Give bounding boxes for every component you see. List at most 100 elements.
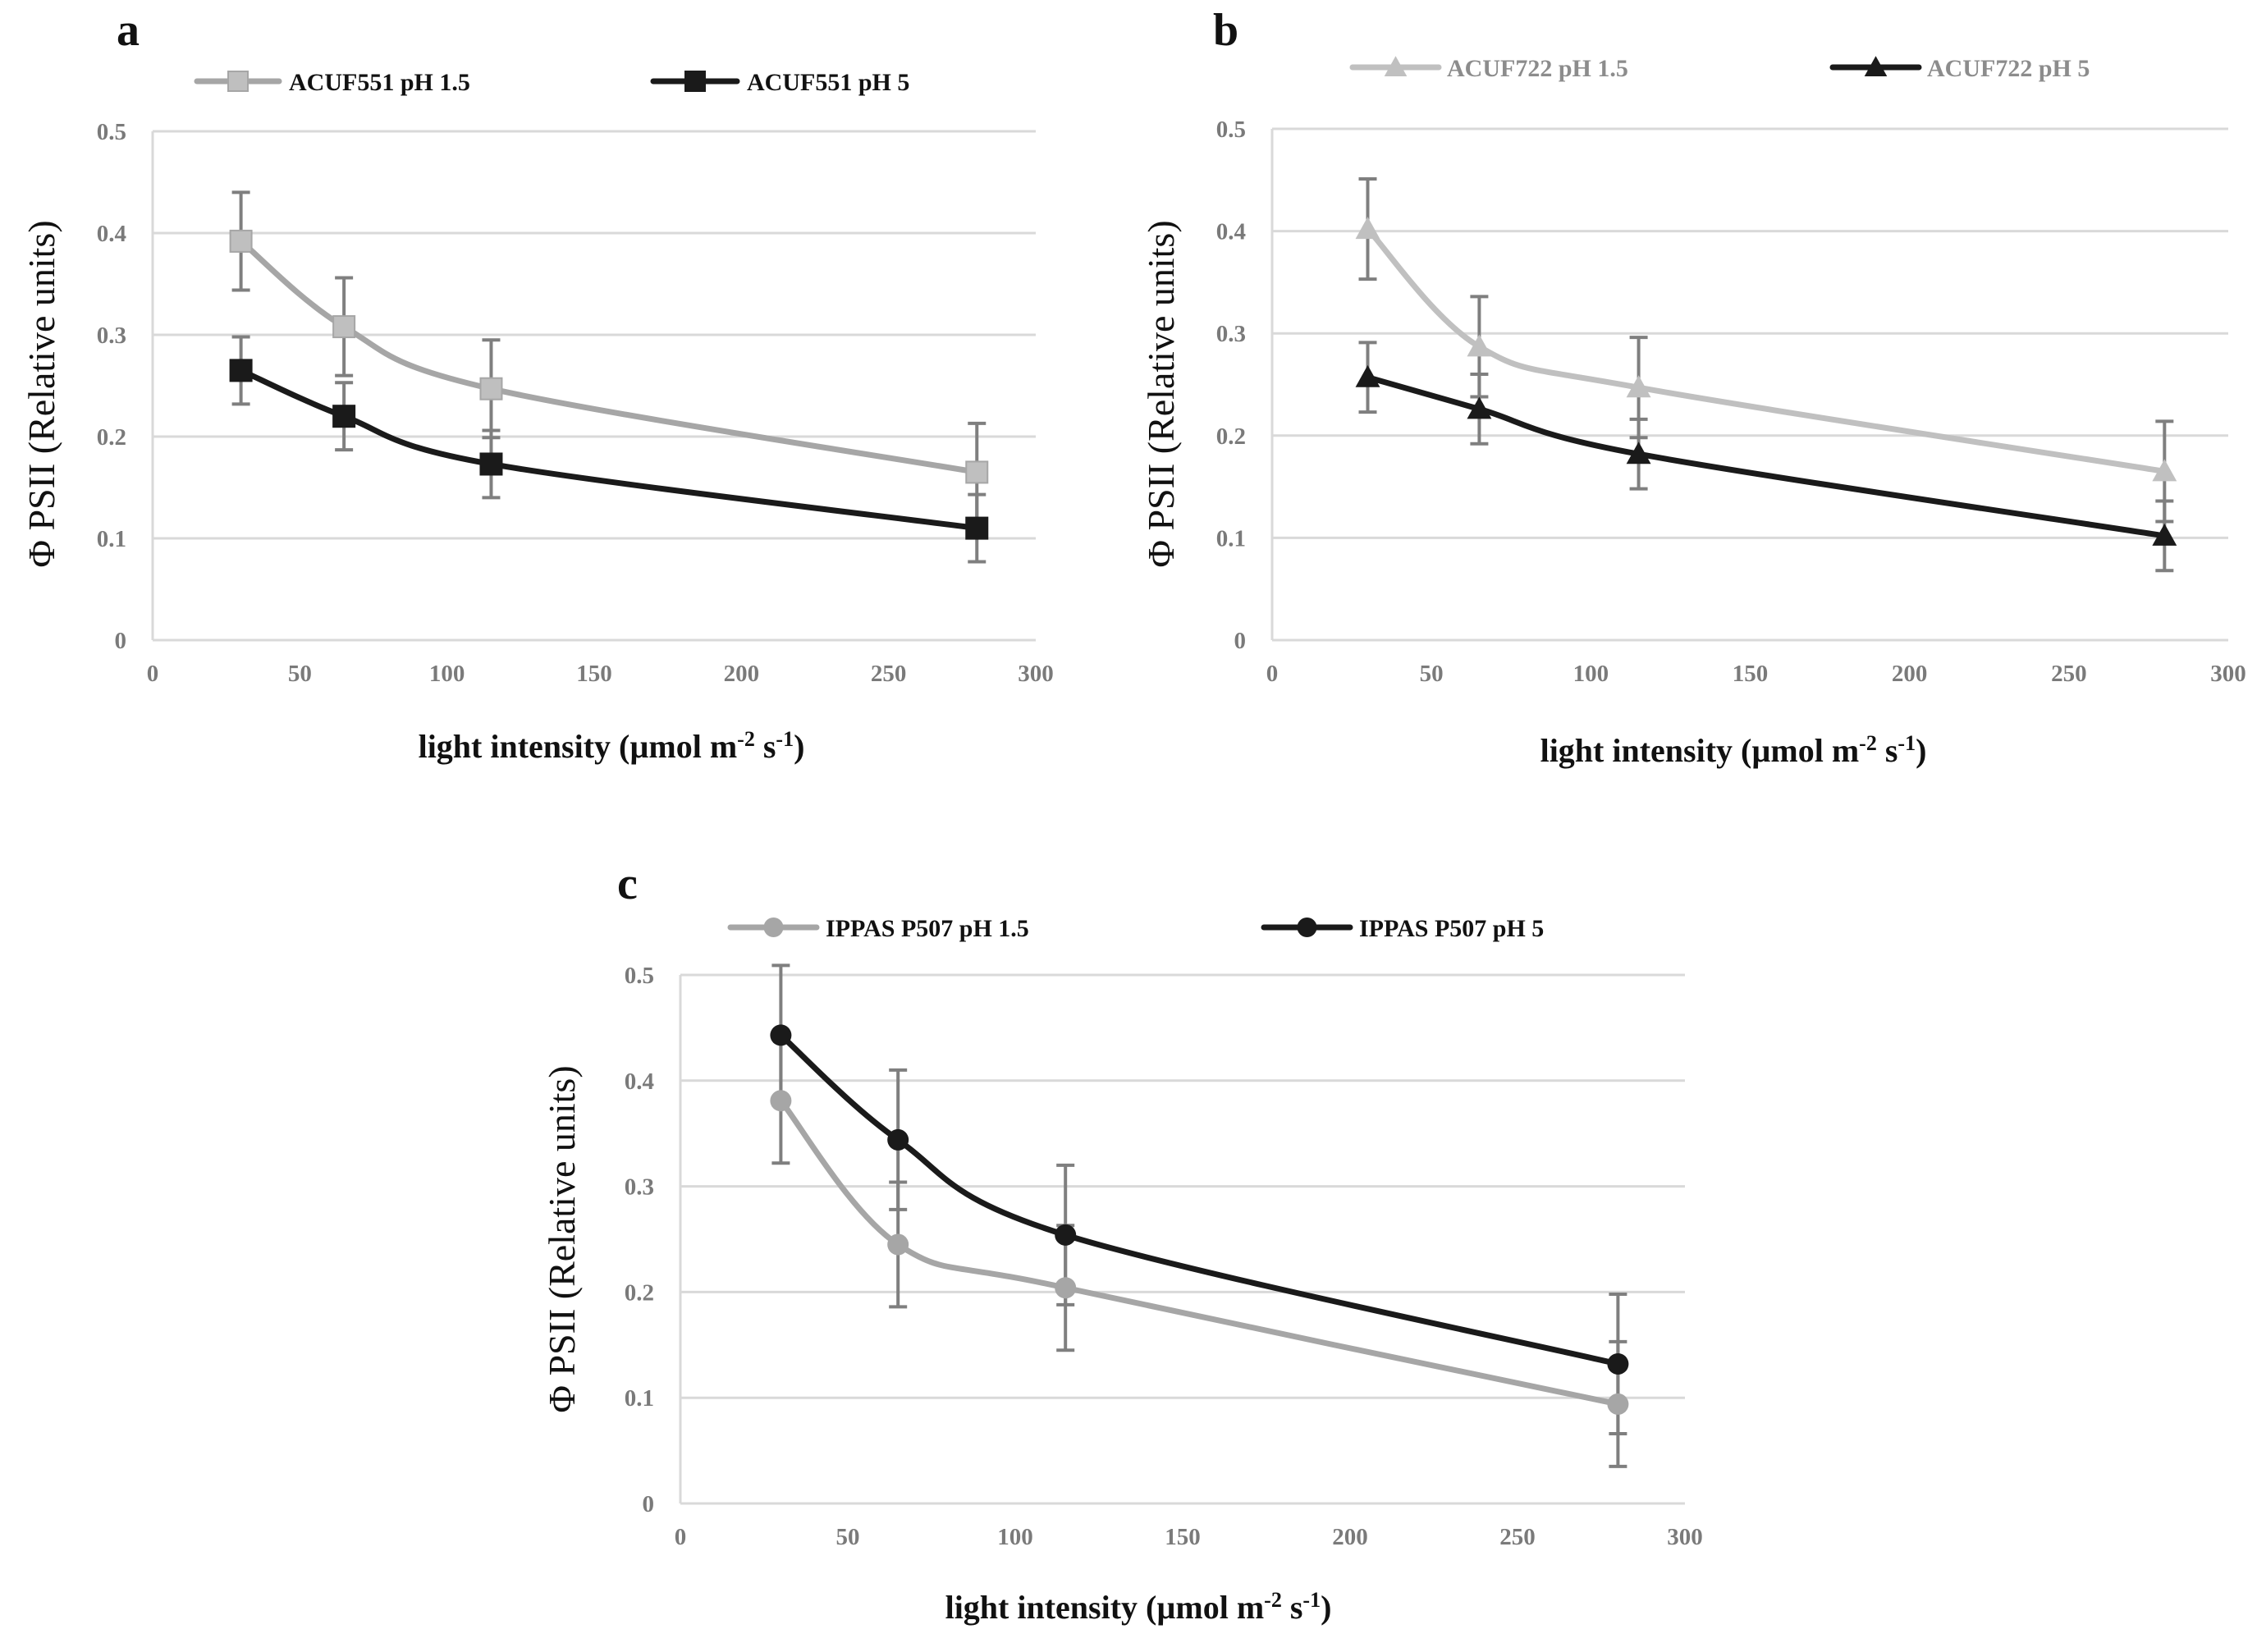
panel-a-series-0-point: [229, 229, 253, 253]
panel-c-y-tick-label: 0.4: [625, 1069, 654, 1095]
legend-marker: [1384, 56, 1408, 77]
panel-a-legend-item-1: ACUF551 pH 5: [650, 69, 909, 96]
panel-a-series-0-point: [332, 315, 356, 339]
panel-a-x-axis-title-sup2: -1: [776, 727, 794, 751]
panel-b-series-1-point: [1355, 364, 1380, 387]
panel-a-x-axis-title-sup1: -2: [737, 727, 755, 751]
panel-b-legend-item-0: ACUF722 pH 1.5: [1349, 55, 1628, 82]
legend-label: IPPAS P507 pH 1.5: [826, 915, 1029, 942]
panel-c-y-axis-title: Φ PSII (Relative units): [541, 1065, 583, 1412]
panel-b: b ACUF722 pH 1.5 ACUF722 pH 5 0 0.1 0.2 0.3…: [1140, 5, 2246, 769]
panel-a-series-0-point: [965, 460, 989, 484]
panel-b-series-1-point: [1626, 442, 1651, 464]
panel-b-x-tick-label: 50: [1420, 661, 1444, 687]
panel-c-x-axis-title: light intensity (µmol m-2 s-1): [945, 1588, 1332, 1626]
panel-a-x-axis-title: light intensity (µmol m-2 s-1): [419, 727, 805, 765]
panel-b-x-tick-label: 250: [2051, 661, 2087, 687]
panel-b-plot: 0 0.1 0.2 0.3 0.4 0.5 0 50 100 150 200 250 300: [1216, 117, 2246, 687]
panel-a-series-1-point: [332, 405, 356, 428]
panel-c-x-axis-title-sup2: -1: [1302, 1588, 1321, 1612]
panel-c-x-axis-title-main: light intensity (µmol m: [945, 1589, 1265, 1626]
panel-b-y-tick-label: 0: [1234, 628, 1247, 654]
panel-a-legend-item-0: ACUF551 pH 1.5: [194, 69, 470, 96]
panel-b-x-axis-title-main: light intensity (µmol m: [1540, 732, 1860, 769]
panel-c-letter: c: [617, 858, 638, 909]
legend-marker: [1864, 56, 1888, 77]
panel-a-x-tick-label: 250: [871, 661, 907, 687]
legend-marker: [1297, 918, 1317, 937]
panel-c-x-tick-label: 100: [997, 1524, 1033, 1550]
panel-a-x-tick-label: 100: [429, 661, 465, 687]
panel-b-x-axis-title-mid: s: [1877, 732, 1898, 769]
panel-b-y-tick-label: 0.1: [1216, 525, 1246, 551]
panel-b-x-tick-label: 150: [1733, 661, 1769, 687]
panel-a-x-axis-title-end: ): [794, 728, 804, 765]
panel-c-x-tick-label: 150: [1165, 1524, 1201, 1550]
panel-a-y-tick-label: 0.2: [97, 424, 126, 451]
panel-b-y-tick-label: 0.5: [1216, 117, 1246, 143]
panel-a-x-axis-title-main: light intensity (µmol m: [419, 728, 738, 765]
panel-b-series-0-point: [1626, 375, 1651, 398]
panel-b-series-0-point: [1355, 217, 1380, 240]
panel-b-y-axis-title: Φ PSII (Relative units): [1140, 220, 1182, 567]
panel-a-plot: 0 0.1 0.2 0.3 0.4 0.5 0 50 100 150 200 250 300: [97, 119, 1054, 687]
panel-c-series-1-point: [1607, 1352, 1629, 1375]
panel-a-y-axis-title: Φ PSII (Relative units): [21, 220, 62, 567]
panel-a-y-tick-label: 0.4: [97, 221, 126, 247]
panel-a-x-tick-label: 50: [288, 661, 312, 687]
legend-label: ACUF722 pH 1.5: [1447, 55, 1628, 82]
panel-b-x-tick-label: 200: [1892, 661, 1928, 687]
panel-c-series-1-point: [1055, 1224, 1077, 1246]
panel-a-series-0-line: [238, 238, 980, 475]
panel-c-y-tick-label: 0.5: [625, 963, 654, 989]
panel-c-y-tick-label: 0.2: [625, 1279, 654, 1306]
panel-c-y-tick-label: 0.1: [625, 1385, 654, 1412]
panel-a-y-tick-label: 0: [115, 628, 127, 654]
panel-a-y-tick-label: 0.5: [97, 119, 126, 145]
panel-b-series-0-line: [1365, 226, 2168, 474]
panel-a-series-1-point: [479, 452, 503, 476]
panel-c-series-1-line: [777, 1032, 1621, 1367]
panel-b-series-1-point: [1467, 396, 1492, 419]
panel-c-plot: 0 0.1 0.2 0.3 0.4 0.5 0 50 100 150 200 250 300: [625, 963, 1703, 1550]
legend-label: ACUF551 pH 1.5: [289, 69, 470, 96]
panel-b-x-tick-label: 100: [1573, 661, 1609, 687]
panel-b-legend-item-1: ACUF722 pH 5: [1829, 55, 2090, 82]
panel-c-series-1-point: [887, 1128, 909, 1151]
panel-c-x-tick-label: 0: [675, 1524, 687, 1550]
panel-c-series-0-point: [1055, 1277, 1077, 1299]
panel-c-series-0-line: [777, 1097, 1621, 1407]
panel-b-x-tick-label: 0: [1266, 661, 1279, 687]
panel-b-y-tick-label: 0.2: [1216, 423, 1246, 450]
panel-a-y-tick-label: 0.1: [97, 526, 126, 552]
panel-c-x-tick-label: 200: [1332, 1524, 1368, 1550]
panel-c-series-1-point: [770, 1024, 792, 1046]
panel-a-legend: ACUF551 pH 1.5 ACUF551 pH 5: [194, 69, 909, 96]
legend-label: ACUF551 pH 5: [747, 69, 909, 96]
panel-b-series-0-point: [1467, 334, 1492, 357]
panel-c-legend-item-1: IPPAS P507 pH 5: [1261, 915, 1544, 942]
panel-b-x-axis-title-sup2: -1: [1897, 731, 1916, 755]
panel-a-x-tick-label: 300: [1018, 661, 1054, 687]
panel-a-x-tick-label: 200: [724, 661, 760, 687]
panel-c: c IPPAS P507 pH 1.5 IPPAS P507 pH 5 0 0.1…: [541, 858, 1703, 1626]
panel-b-x-axis-title-end: ): [1916, 732, 1926, 769]
panel-c-y-tick-label: 0.3: [625, 1174, 654, 1201]
panel-a-x-tick-label: 150: [576, 661, 612, 687]
panel-c-x-tick-label: 50: [836, 1524, 860, 1550]
panel-b-y-tick-label: 0.3: [1216, 321, 1246, 347]
panel-c-legend-item-0: IPPAS P507 pH 1.5: [727, 915, 1029, 942]
panel-a-series-1-point: [229, 359, 253, 382]
panel-a-series-1-point: [965, 516, 989, 540]
panel-a-series-1-line: [238, 367, 980, 532]
legend-label: ACUF722 pH 5: [1927, 55, 2090, 82]
panel-a-y-tick-label: 0.3: [97, 323, 126, 349]
legend-marker: [684, 71, 706, 92]
panel-c-series-0-point: [887, 1233, 909, 1256]
panel-c-x-axis-title-end: ): [1321, 1589, 1331, 1626]
panel-c-x-axis-title-sup1: -2: [1264, 1588, 1282, 1612]
panel-a-series-0-point: [479, 377, 503, 400]
panel-a-x-tick-label: 0: [147, 661, 159, 687]
legend-label: IPPAS P507 pH 5: [1359, 915, 1544, 942]
